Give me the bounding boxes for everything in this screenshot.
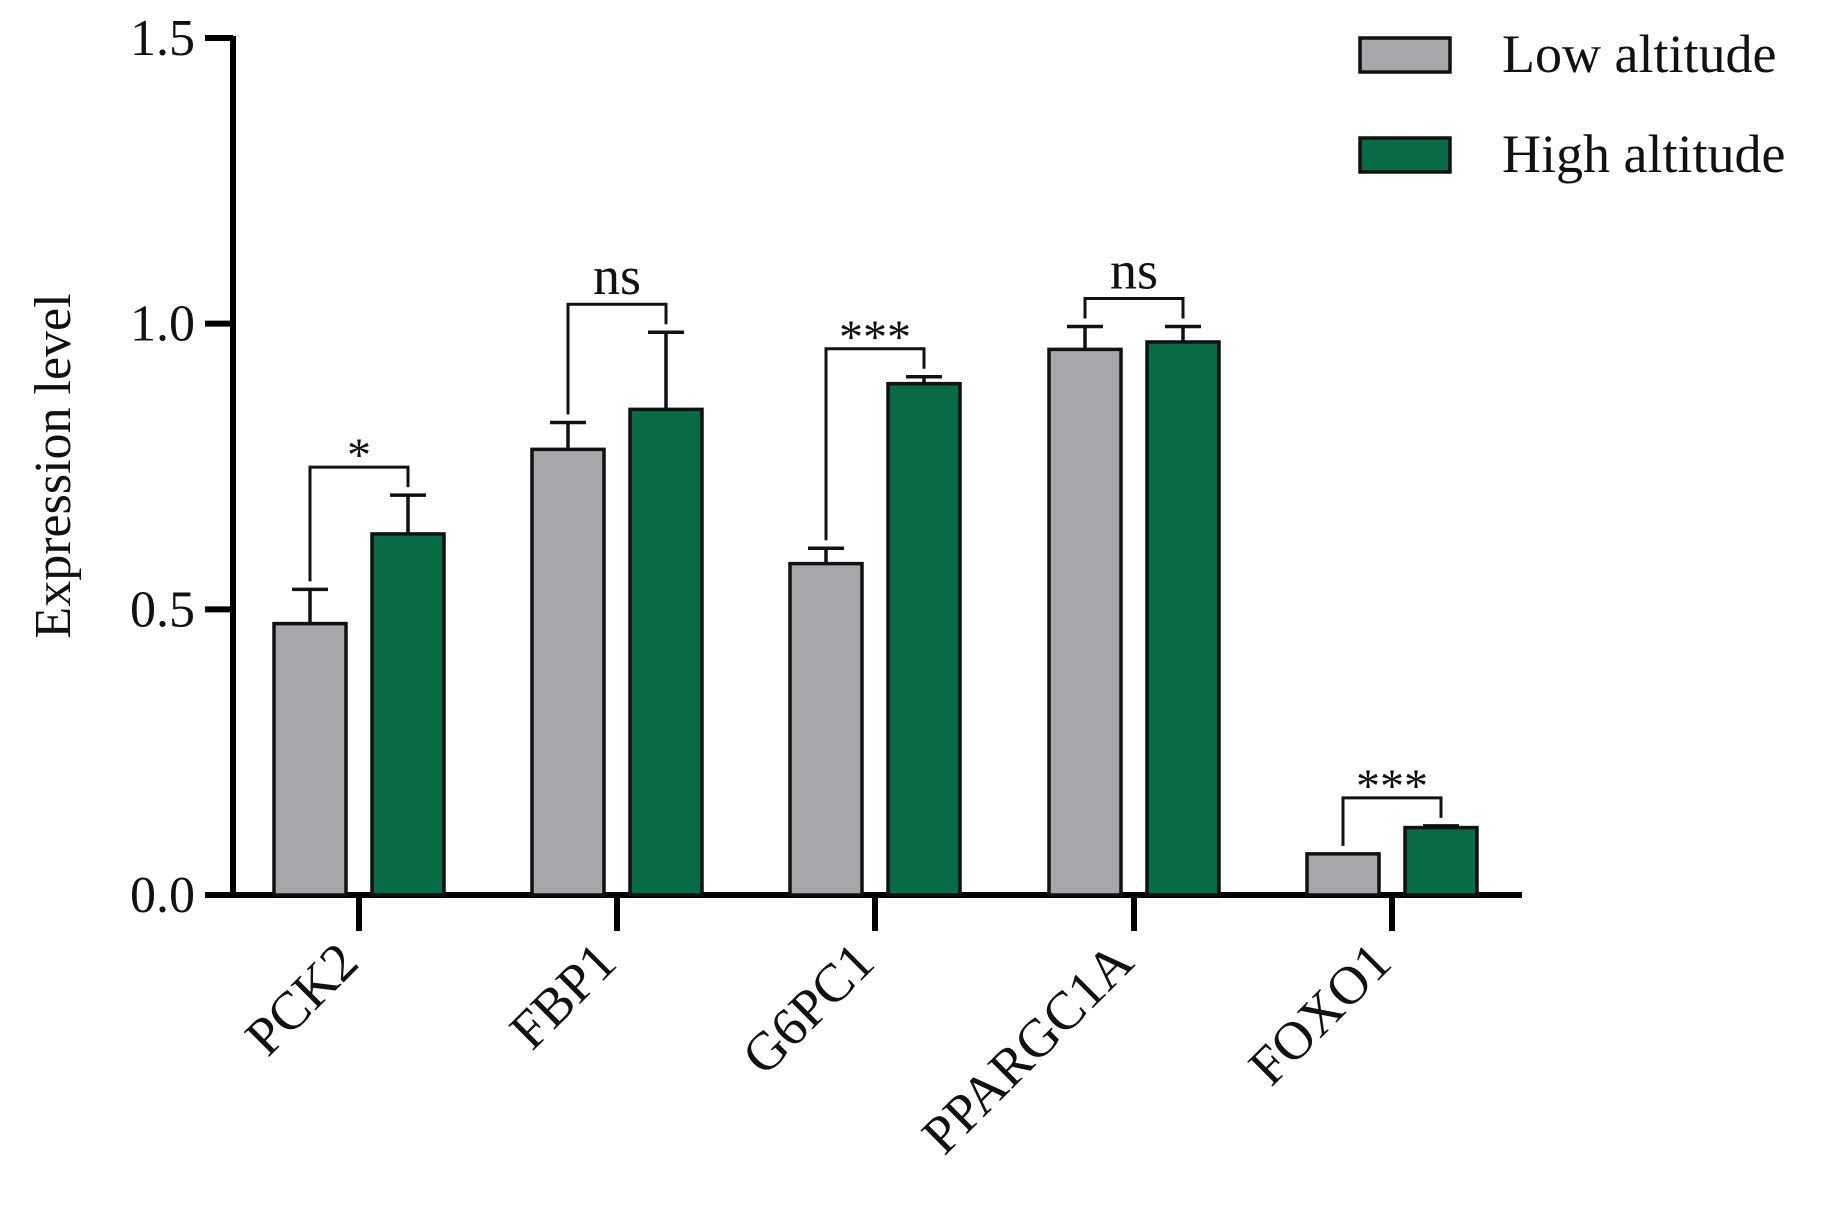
bar-ppargc1a-high: [1145, 340, 1221, 897]
bar-g6pc1-low: [788, 561, 864, 897]
significance-label-g6pc1: ***: [839, 311, 911, 364]
bar-fbp1-low: [530, 447, 606, 897]
significance-bracket-pck2: [308, 465, 410, 582]
y-tick-label: 1.5: [130, 10, 195, 67]
significance-label-fbp1: ns: [593, 246, 641, 306]
bar-foxo1-low: [1305, 852, 1381, 897]
y-tick-label: 1.0: [130, 296, 195, 353]
bar-pck2-high: [370, 532, 446, 897]
axes: 0.0 0.5 1.0 1.5 Expression level: [25, 10, 1522, 931]
legend: Low altitude High altitude: [1358, 24, 1785, 184]
y-tick-label: 0.0: [130, 867, 195, 924]
y-axis-label: Expression level: [25, 293, 82, 638]
significance-layer: * ns *** ns ***: [308, 241, 1443, 846]
significance-label-ppargc1a: ns: [1110, 241, 1158, 301]
legend-swatch-high: [1358, 136, 1452, 174]
significance-bracket-fbp1: [566, 302, 668, 415]
bar-g6pc1-high: [886, 381, 962, 897]
bar-foxo1-high: [1403, 825, 1479, 897]
x-tick-label-pck2: PCK2: [234, 931, 370, 1067]
significance-bracket-ppargc1a: [1083, 297, 1185, 319]
x-tick-labels: PCK2 FBP1 G6PC1 PPARGC1A FOXO1: [234, 931, 1403, 1165]
x-tick-label-g6pc1: G6PC1: [731, 931, 886, 1086]
bars-layer: [272, 324, 1479, 897]
bar-pck2-low: [272, 621, 348, 897]
y-tick-label: 0.5: [130, 581, 195, 638]
bar-fbp1-high: [628, 407, 704, 897]
legend-label-low: Low altitude: [1502, 24, 1776, 84]
significance-label-foxo1: ***: [1356, 760, 1428, 813]
x-tick-label-foxo1: FOXO1: [1237, 931, 1402, 1096]
x-tick-label-fbp1: FBP1: [498, 931, 627, 1060]
legend-swatch-low: [1358, 36, 1452, 74]
significance-label-pck2: *: [347, 429, 371, 482]
legend-label-high: High altitude: [1502, 124, 1785, 184]
x-tick-label-ppargc1a: PPARGC1A: [910, 931, 1144, 1165]
significance-bracket-g6pc1: [824, 347, 926, 541]
bar-ppargc1a-low: [1047, 347, 1123, 897]
significance-bracket-foxo1: [1341, 796, 1443, 846]
